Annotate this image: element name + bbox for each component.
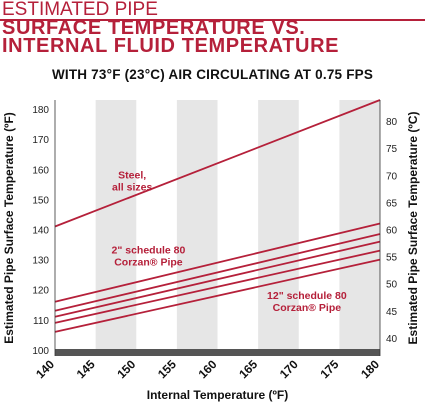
y2-tick-label: 60 xyxy=(386,226,398,237)
chart-band xyxy=(176,100,218,356)
x-tick-label: 175 xyxy=(317,357,341,381)
y-tick-label: 110 xyxy=(33,316,49,327)
y-tick-label: 170 xyxy=(32,135,49,146)
chart-band xyxy=(95,100,137,356)
series-annotation-line: Steel, xyxy=(118,169,146,181)
x-axis-label: Internal Temperature (ºF) xyxy=(147,388,289,402)
series-annotation: 2" schedule 80 Corzan® Pipe xyxy=(112,245,186,269)
chart-subtitle: WITH 73°F (23°C) AIR CIRCULATING AT 0.75… xyxy=(51,67,374,82)
header-title: SURFACE TEMPERATURE VS. INTERNAL FLUID T… xyxy=(2,17,340,57)
series-annotation-line: Corzan® Pipe xyxy=(114,257,183,269)
y-tick-label: 160 xyxy=(32,165,49,176)
series-line-1 xyxy=(54,99,381,228)
series-annotation-line: all sizes xyxy=(112,181,152,193)
y2-tick-label: 70 xyxy=(386,171,398,182)
y-axis-label: Estimated Pipe Surface Temperature (ºF) xyxy=(2,112,16,344)
chart-bands xyxy=(55,100,380,356)
chart-lines xyxy=(54,99,381,333)
y-tick-label: 100 xyxy=(32,346,49,357)
header-title-line-a: SURFACE TEMPERATURE VS. xyxy=(2,17,306,39)
series-annotation-line: Corzan® Pipe xyxy=(273,302,342,314)
series-line-2 xyxy=(54,222,381,303)
header-title-line-b: INTERNAL FLUID TEMPERATURE xyxy=(2,35,340,57)
x-tick-label: 140 xyxy=(33,357,57,381)
y-tick-label: 150 xyxy=(32,195,49,206)
y-tick-label: 120 xyxy=(32,286,49,297)
series-line-6 xyxy=(54,258,381,333)
series-annotation-line: 12" schedule 80 xyxy=(267,290,347,302)
y2-tick-label: 80 xyxy=(386,117,398,128)
x-tick-label: 155 xyxy=(155,357,179,381)
chart-band xyxy=(258,100,299,356)
y2-tick-label: 45 xyxy=(386,307,398,318)
series-line-3 xyxy=(54,233,381,312)
y2-tick-label: 55 xyxy=(386,253,398,264)
y-tick-label: 180 xyxy=(32,105,49,116)
y2-axis-label: Estimated Pipe Surface Temperature (ºC) xyxy=(406,112,420,345)
header-rule xyxy=(0,19,425,21)
series-line-4 xyxy=(54,240,381,318)
y2-tick-label: 65 xyxy=(386,198,398,209)
x-tick-label: 150 xyxy=(114,357,138,381)
y2-tick-label: 50 xyxy=(386,280,398,291)
chart-baseline-bar xyxy=(55,349,380,356)
series-annotation-line: 2" schedule 80 xyxy=(112,245,186,257)
series-annotation: Steel, all sizes xyxy=(112,169,152,193)
y2-tick-label: 40 xyxy=(386,334,398,345)
y2-tick-label: 75 xyxy=(386,144,398,155)
series-line-5 xyxy=(54,249,381,324)
x-tick-label: 145 xyxy=(74,357,98,381)
header-line1: ESTIMATED PIPE xyxy=(2,0,158,20)
x-tick-label: 170 xyxy=(277,357,301,381)
chart-axes xyxy=(54,100,381,356)
y-tick-label: 130 xyxy=(32,256,49,267)
x-tick-label: 180 xyxy=(358,357,382,381)
x-tick-label: 160 xyxy=(196,357,220,381)
series-annotation: 12" schedule 80 Corzan® Pipe xyxy=(267,290,347,314)
x-tick-label: 165 xyxy=(236,357,260,381)
y-tick-label: 140 xyxy=(32,226,49,237)
